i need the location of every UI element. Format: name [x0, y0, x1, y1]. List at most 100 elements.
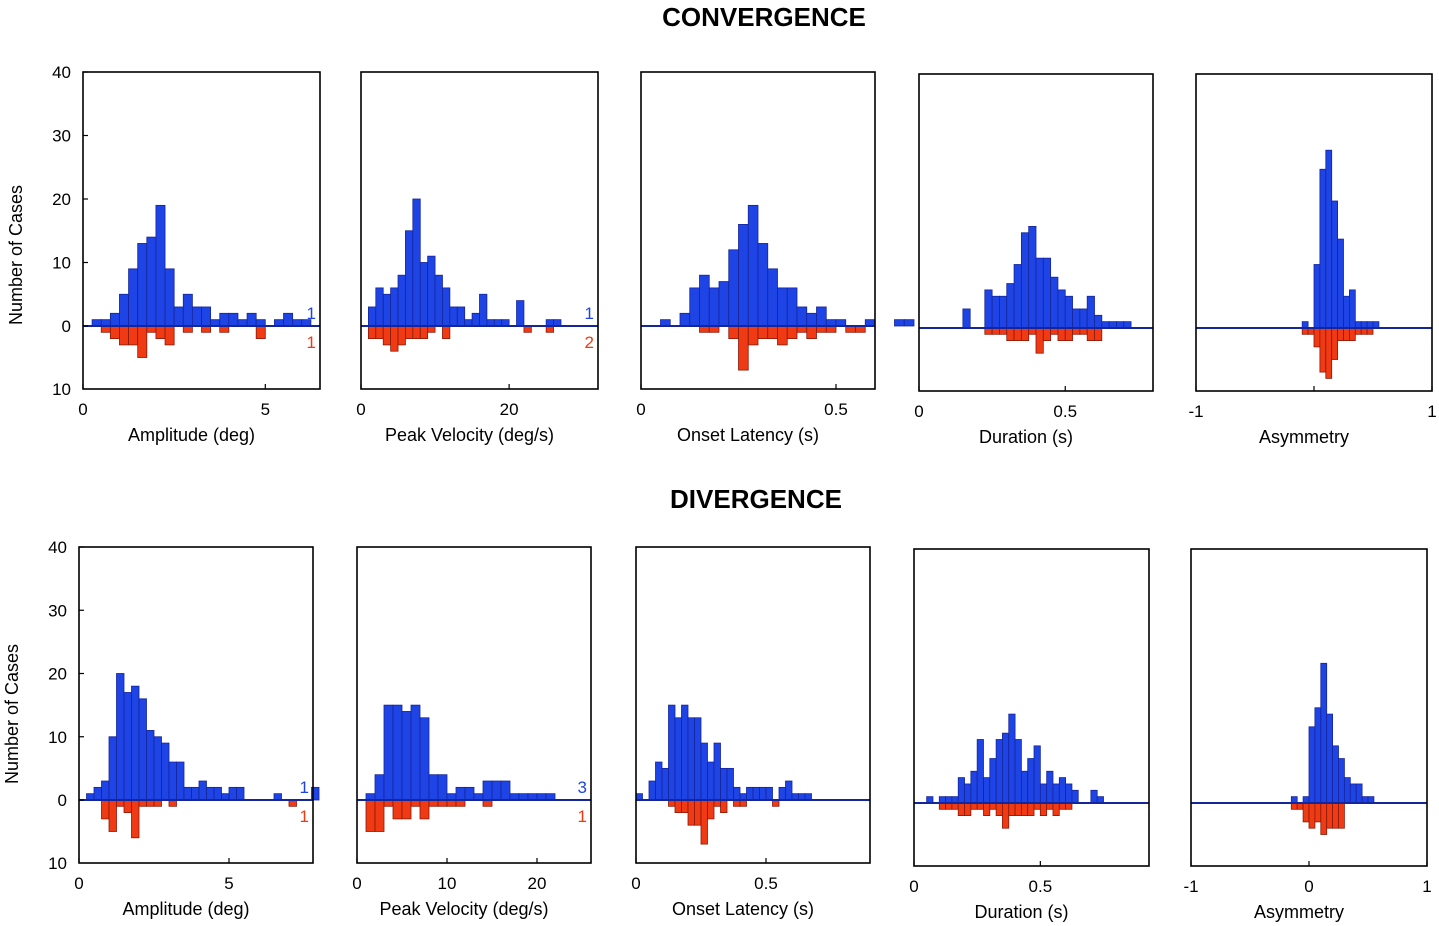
g0-p3-top-bar — [1057, 289, 1066, 329]
g1-p0-y-tick-label: 10 — [48, 728, 67, 747]
g0-p0-bottom-bar — [164, 325, 175, 346]
g0-p1-top-bar — [434, 274, 443, 327]
g1-p4-top-bar — [1355, 783, 1363, 804]
g1-p4-bottom-bar — [1326, 802, 1333, 829]
g0-p2-bottom-bar — [747, 325, 759, 346]
g1-p4-top-bar — [1349, 783, 1357, 804]
g1-p4-bottom-bar — [1338, 802, 1345, 829]
g1-p1-bottom-bar — [392, 799, 403, 820]
g1-p4-top-bar — [1332, 745, 1339, 804]
g0-p0-top-bar — [155, 204, 166, 327]
g0-p0-top-bar — [246, 312, 257, 327]
g0-p3-top-bar — [1006, 283, 1015, 329]
g1-p3-top-bar — [1002, 732, 1010, 804]
g1-p3-x-tick-label: 0.5 — [1029, 877, 1053, 896]
g0-p3-top-bar — [1086, 295, 1095, 329]
g1-p1-top-bar — [419, 717, 430, 801]
convergence-title: CONVERGENCE — [662, 2, 866, 32]
g1-p1-bottom-overflow-note: 1 — [578, 807, 587, 826]
g0-p3-top-bar — [1013, 264, 1022, 329]
g1-p4-bottom-bar — [1308, 802, 1316, 829]
g0-p3-top-bar — [1020, 232, 1030, 329]
g0-p0-top-bar — [128, 268, 139, 327]
g0-p4-x-tick-label: -1 — [1188, 402, 1203, 421]
g0-p2-bottom-bar — [767, 325, 778, 340]
g0-p0-y-tick-label: 0 — [62, 317, 71, 336]
g1-p2-top-bar — [694, 717, 702, 801]
g1-p1-top-bar — [500, 780, 511, 801]
g0-p2-top-bar — [786, 287, 798, 327]
g0-p1-bottom-bar — [375, 325, 384, 340]
g1-p0-x-tick-label: 5 — [224, 874, 233, 893]
g1-p4-x-tick-label: -1 — [1183, 877, 1198, 896]
g0-p0-axes-frame — [82, 71, 321, 390]
g1-p3-top-bar — [1020, 770, 1029, 804]
g0-p2-bottom-bar — [777, 325, 788, 346]
g1-p2-top-bar — [778, 786, 786, 801]
g1-p4-bottom-bar — [1320, 802, 1328, 835]
g1-p0-top-bar — [168, 761, 177, 801]
g1-p0-top-bar — [213, 786, 222, 801]
g0-p1-top-bar — [442, 287, 451, 327]
g1-p2-top-bar — [681, 704, 689, 801]
g1-p3-bottom-bar — [1014, 802, 1022, 817]
g1-p0-top-bar — [176, 761, 185, 801]
g1-p2-axes-frame — [635, 546, 871, 864]
g0-p1-top-bar — [405, 230, 414, 327]
g1-p3-bottom-bar — [1008, 802, 1016, 817]
g1-p4-x-tick-label: 1 — [1422, 877, 1431, 896]
g0-p3-bottom-bar — [1042, 327, 1052, 342]
g0-p0-y-tick-label: 10 — [52, 254, 71, 273]
g0-p1-top-bar — [397, 274, 406, 327]
g0-p0-y-tick-label: 30 — [52, 127, 71, 146]
g1-p0-top-bar — [236, 786, 245, 801]
g1-p1-x-tick-label: 10 — [438, 874, 457, 893]
g0-p1-top-bar — [471, 312, 480, 327]
g1-p0-top-bar — [228, 786, 237, 801]
g0-p4-top-bar — [1319, 168, 1327, 329]
g0-p3-bottom-bar — [1094, 327, 1103, 342]
g0-p3-top-bar — [984, 289, 993, 329]
g1-p3-x-axis-label: Duration (s) — [974, 902, 1068, 922]
g0-p1-top-bar — [449, 306, 458, 327]
g1-p2-x-tick-label: 0.5 — [754, 874, 778, 893]
g0-p1-top-bar — [456, 306, 466, 327]
g1-p1-top-bar — [374, 774, 385, 801]
g1-p3-top-bar — [1052, 783, 1060, 804]
g1-p1-bottom-bar — [374, 799, 385, 832]
g0-p2-bottom-bar — [738, 325, 749, 371]
g1-p3-bottom-bar — [1020, 802, 1029, 817]
g0-p1-top-overflow-note: 1 — [585, 304, 594, 323]
g0-p2-x-tick-label: 0.5 — [824, 400, 848, 419]
g0-p0-top-bar — [191, 306, 202, 327]
g0-p3-bottom-bar — [1013, 327, 1022, 342]
g0-p3-top-bar — [999, 295, 1008, 329]
g0-p3-top-bar — [1064, 295, 1073, 329]
g1-p0-bottom-overflow-note: 1 — [300, 807, 309, 826]
g0-p1-bottom-bar — [368, 325, 377, 340]
g1-p3-bottom-bar — [964, 802, 972, 817]
g1-p4-top-bar — [1344, 777, 1351, 804]
g0-p3-top-bar — [1094, 314, 1103, 329]
g1-p2-top-bar — [759, 786, 767, 801]
g1-p3-top-bar — [957, 777, 965, 804]
g0-p4-bottom-bar — [1343, 327, 1350, 342]
g1-p2-bottom-bar — [687, 799, 695, 826]
g1-p4-top-bar — [1314, 707, 1322, 804]
g0-p2-top-bar — [777, 287, 788, 327]
g1-p0-y-tick-label: 30 — [48, 601, 67, 620]
g0-p0-top-bar — [164, 268, 175, 327]
g0-p4-top-bar — [1325, 149, 1333, 329]
g0-p0-y-tick-label: 20 — [52, 190, 71, 209]
g1-p3-bottom-bar — [1039, 802, 1048, 817]
g0-p2-top-bar — [894, 319, 905, 327]
g0-p1-bottom-bar — [382, 325, 392, 346]
g0-p4-bottom-bar — [1319, 327, 1327, 373]
g0-p1-bottom-bar — [442, 325, 451, 340]
g1-p2-top-bar — [668, 704, 676, 801]
g1-p1-x-axis-label: Peak Velocity (deg/s) — [379, 899, 548, 919]
g1-p0-top-overflow-note: 1 — [300, 778, 309, 797]
g1-p3-top-bar — [1046, 770, 1054, 804]
g1-p3-bottom-bar — [995, 802, 1003, 817]
